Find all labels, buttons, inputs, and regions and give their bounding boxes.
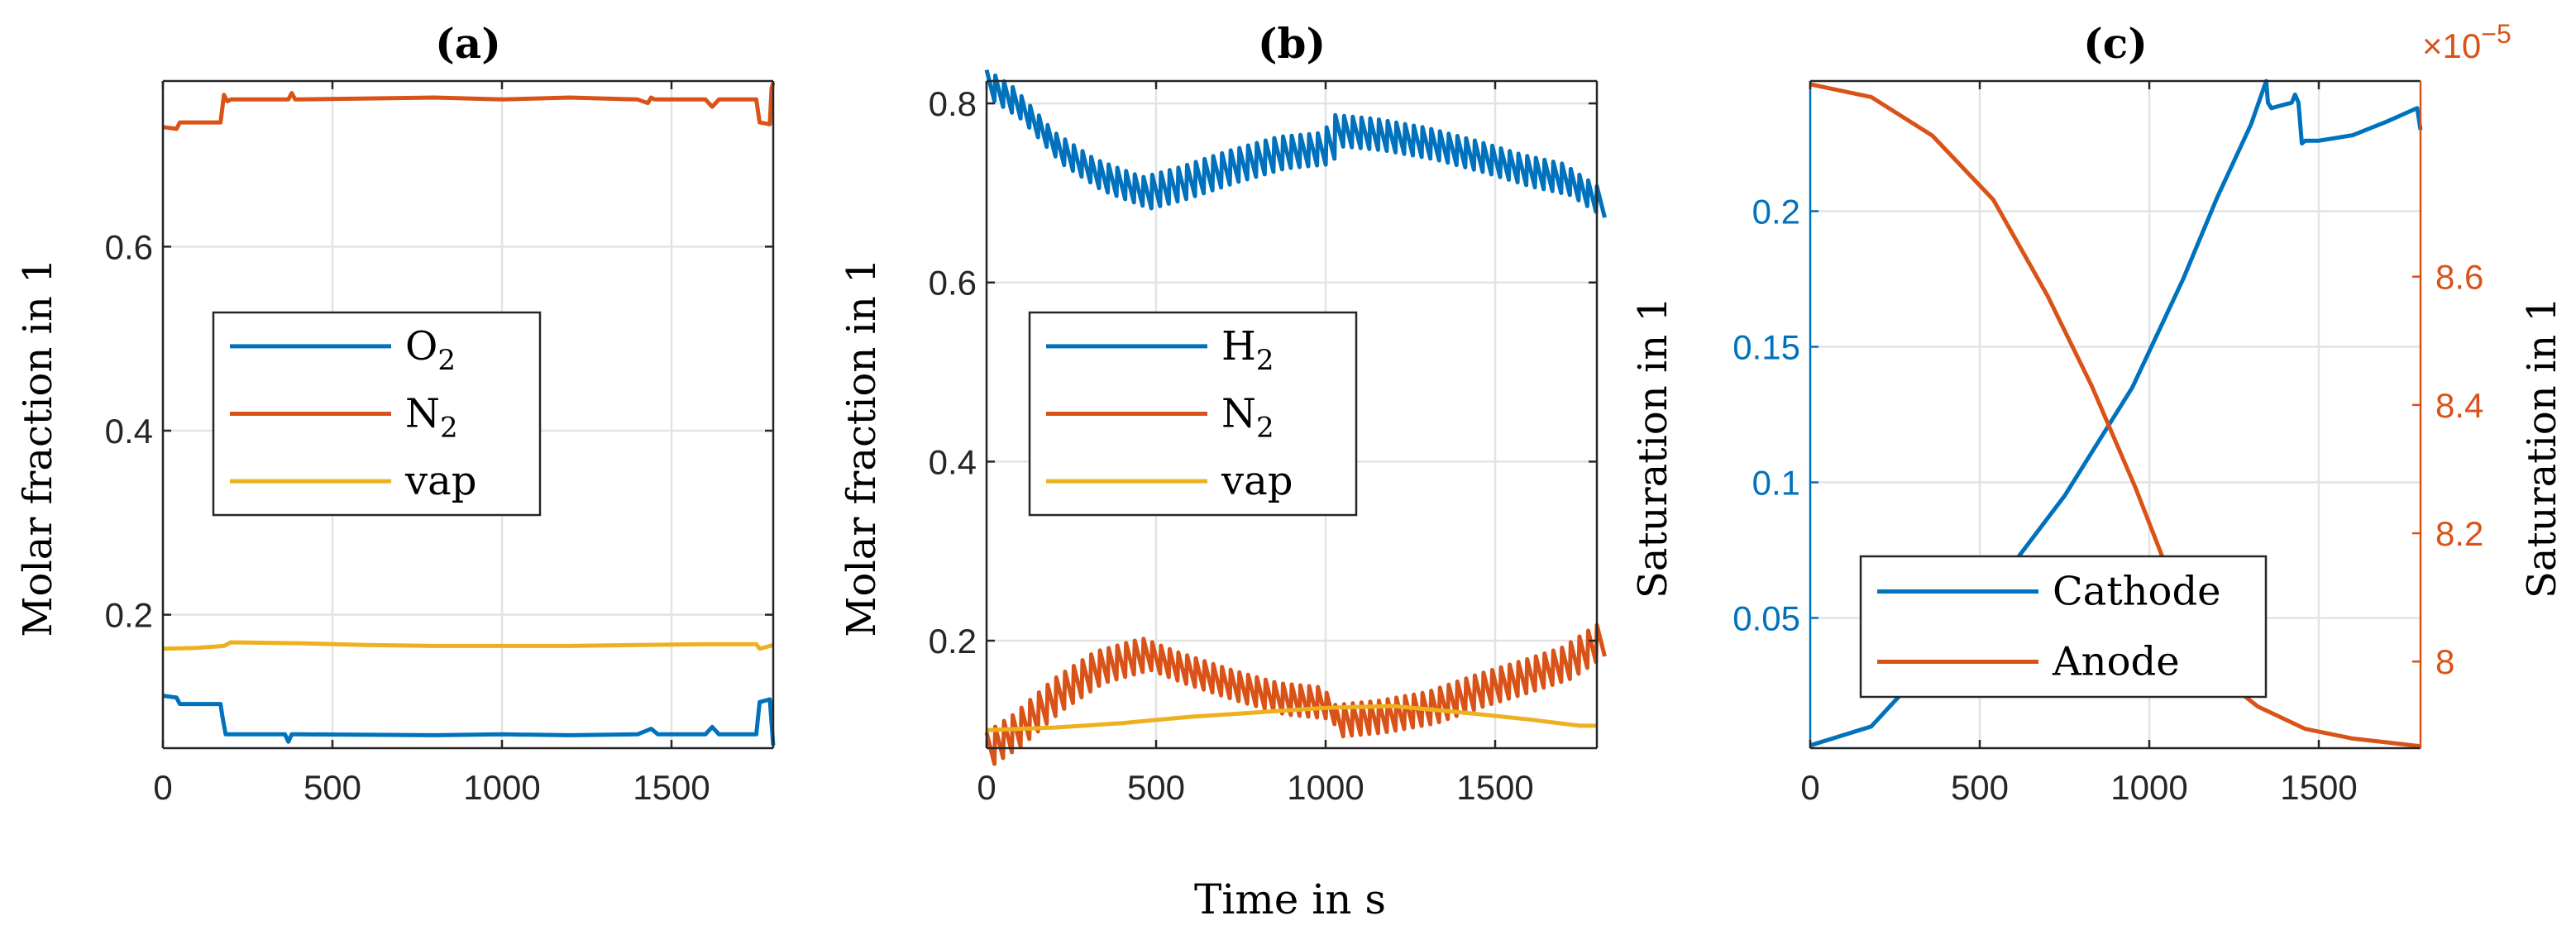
x-tick-label: 0 <box>153 768 172 807</box>
y-right-tick-label: 8.4 <box>2435 386 2483 425</box>
y-tick-label: 0.2 <box>1752 192 1800 231</box>
legend: Cathode Anode <box>1859 555 2268 699</box>
y-tick-label: 0.6 <box>105 227 153 266</box>
panel-b: 0 500 1000 1500 0.2 0.4 0.6 0.8 (b) Molar fractio… <box>839 19 1607 807</box>
panel-a: 0 500 1000 1500 0.2 0.4 0.6 (a) Molar fraction i… <box>15 19 776 807</box>
series-line-n2 <box>162 82 776 131</box>
series-line-anode <box>1809 82 2421 749</box>
y-tick-label: 0.4 <box>929 442 977 481</box>
y-axis-label: Molar fraction in 1 <box>839 258 885 637</box>
legend-label-vap: vap <box>1221 458 1293 504</box>
y-tick-label: 0.4 <box>105 412 153 451</box>
y-tick-label: 0.2 <box>105 596 153 635</box>
y-axis-label: Molar fraction in 1 <box>15 258 61 637</box>
series-line-o2 <box>162 694 776 746</box>
x-tick-label: 500 <box>1951 768 2009 807</box>
y-right-axis-label: Saturation in 1 <box>2519 297 2565 599</box>
series-line-h2 <box>984 69 1607 218</box>
x-tick-label: 1000 <box>463 768 540 807</box>
y-tick-label: 0.8 <box>929 84 977 123</box>
legend-label-cathode: Cathode <box>2053 569 2221 615</box>
y-right-exponent: ×10−5 <box>2422 19 2511 65</box>
panel-title: (a) <box>435 19 501 68</box>
legend-label-h2: H2 <box>1221 323 1274 377</box>
legend-box <box>1859 555 2268 699</box>
series-line-vap <box>162 640 774 651</box>
y-right-tick-label: 8.6 <box>2435 258 2483 297</box>
y-tick-label: 0.1 <box>1752 464 1800 503</box>
y-tick-label: 0.2 <box>929 622 977 661</box>
legend-label-n2: N2 <box>405 391 458 445</box>
y-tick-label: 0.6 <box>929 264 977 303</box>
y-axis-label: Saturation in 1 <box>1630 297 1676 599</box>
x-tick-label: 1500 <box>2280 768 2357 807</box>
y-right-tick-label: 8.2 <box>2435 514 2483 553</box>
x-tick-label: 0 <box>1800 768 1819 807</box>
panel-c: 0 500 1000 1500 0.05 0.1 0.15 0.2 8 8.2 8.4 8.6 ×10−… <box>1630 19 2565 807</box>
x-tick-label: 500 <box>1127 768 1185 807</box>
panel-title: (b) <box>1258 19 1326 68</box>
legend: O2 N2 vap <box>212 311 542 517</box>
legend-label-vap: vap <box>404 458 476 504</box>
x-tick-label: 1000 <box>2110 768 2187 807</box>
x-tick-label: 1500 <box>633 768 710 807</box>
series-line-n2 <box>984 622 1607 766</box>
y-tick-label: 0.15 <box>1732 327 1800 366</box>
legend-label-o2: O2 <box>405 323 456 377</box>
series-line-cathode <box>1809 79 2423 748</box>
legend: H2 N2 vap <box>1028 311 1358 517</box>
legend-label-anode: Anode <box>2052 639 2180 685</box>
x-tick-label: 0 <box>977 768 996 807</box>
x-tick-label: 1500 <box>1456 768 1533 807</box>
y-right-tick-label: 8 <box>2435 642 2454 681</box>
x-tick-label: 1000 <box>1287 768 1364 807</box>
shared-x-axis-label: Time in s <box>1194 875 1386 923</box>
y-tick-label: 0.05 <box>1732 599 1800 638</box>
panel-title: (c) <box>2083 19 2148 68</box>
x-tick-label: 500 <box>303 768 361 807</box>
series-line-vap <box>986 703 1597 732</box>
legend-label-n2: N2 <box>1221 391 1274 445</box>
